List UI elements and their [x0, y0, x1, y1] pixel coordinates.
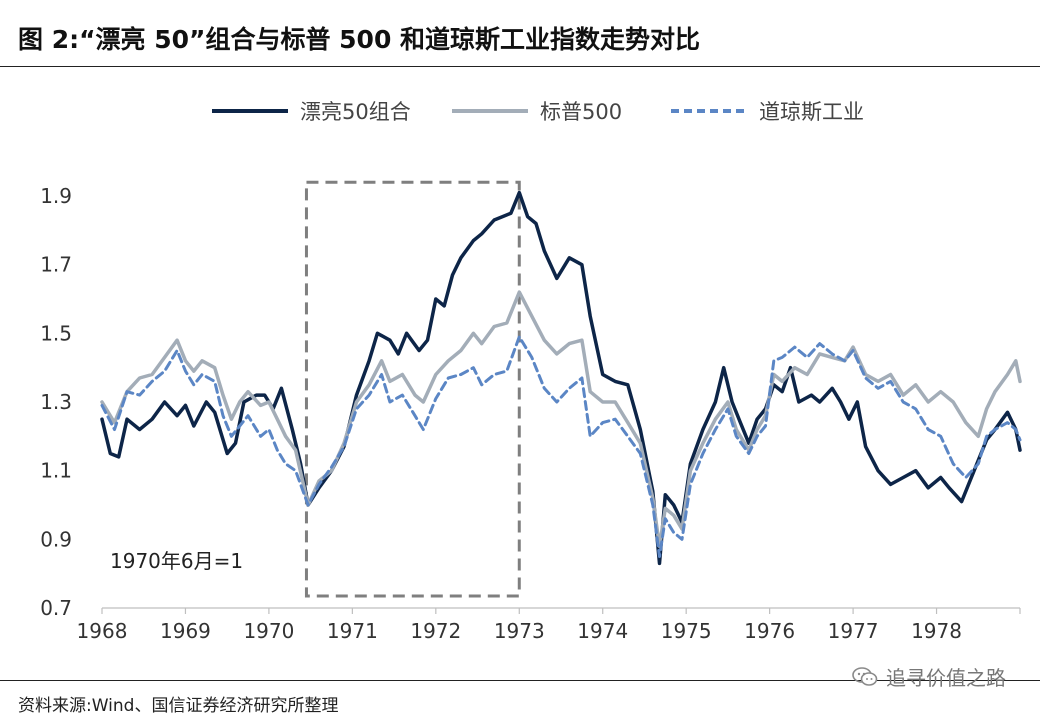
- y-tick-label: 0.9: [40, 527, 72, 551]
- watermark-text: 追寻价值之路: [886, 666, 1006, 690]
- x-tick-label: 1971: [327, 619, 378, 643]
- highlight-rect: [304, 180, 521, 598]
- y-tick-label: 1.5: [40, 321, 72, 345]
- source-note: 资料来源:Wind、国信证券经济研究所整理: [18, 696, 339, 716]
- y-tick-label: 1.3: [40, 390, 72, 414]
- legend-label: 漂亮50组合: [300, 100, 411, 124]
- figure-title: 图 2:“漂亮 50”组合与标普 500 和道琼斯工业指数走势对比: [18, 25, 701, 54]
- y-axis: 0.7 0.9 1.1 1.3 1.5 1.7 1.9: [40, 184, 72, 620]
- x-tick-label: 1968: [77, 619, 128, 643]
- title-divider: [0, 66, 1040, 67]
- x-axis: 1968 1969 1970 1971 1972 1973 1974 1975 1976 1977…: [77, 607, 1021, 643]
- series-line: [100, 190, 1022, 566]
- y-tick-label: 0.7: [40, 596, 72, 620]
- legend-label: 标普500: [540, 100, 622, 124]
- x-tick-label: 1976: [744, 619, 795, 643]
- x-tick-label: 1973: [494, 619, 545, 643]
- series-line: [100, 290, 1022, 548]
- x-tick-label: 1977: [828, 619, 879, 643]
- x-tick-label: 1975: [661, 619, 712, 643]
- base-annotation: 1970年6月=1: [110, 549, 243, 573]
- x-tick-label: 1970: [243, 619, 294, 643]
- highlight-box: [304, 180, 521, 598]
- y-tick-label: 1.1: [40, 459, 72, 483]
- footer-divider: [0, 680, 1040, 681]
- x-tick-label: 1969: [160, 619, 211, 643]
- watermark: 追寻价值之路: [852, 662, 1006, 691]
- wechat-icon: [852, 666, 878, 686]
- x-tick-label: 1972: [410, 619, 461, 643]
- y-tick-label: 1.7: [40, 253, 72, 277]
- legend-label: 道琼斯工业: [759, 100, 864, 124]
- x-tick-label: 1974: [577, 619, 628, 643]
- x-tick-label: 1978: [911, 619, 962, 643]
- chart-legend: 漂亮50组合 标普500 道琼斯工业: [212, 100, 864, 124]
- series-layer: [100, 190, 1022, 566]
- y-tick-label: 1.9: [40, 184, 72, 208]
- line-chart: 漂亮50组合 标普500 道琼斯工业 0.7 0.9 1.1 1.3 1.5 1.7 1.9 1…: [40, 100, 1022, 643]
- series-line: [100, 335, 1022, 558]
